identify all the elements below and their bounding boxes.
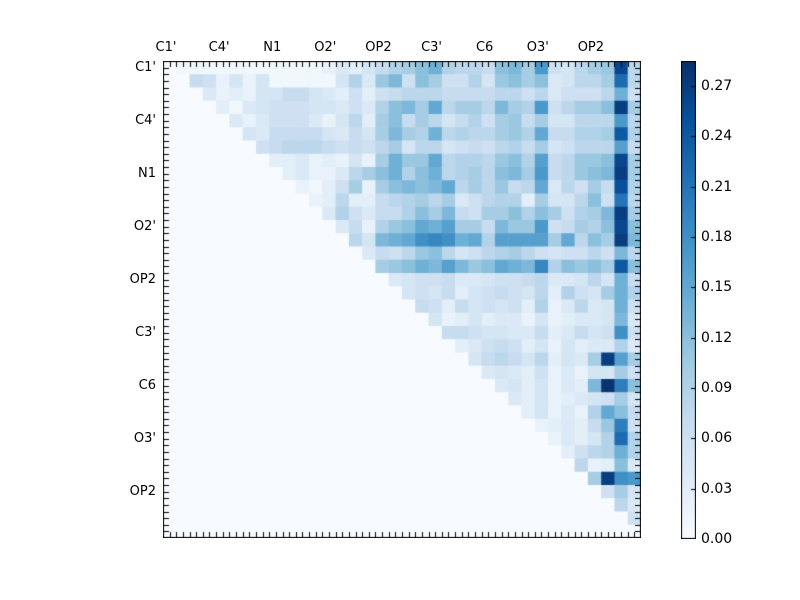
y-tick-label: C6 [138,377,156,393]
colorbar-tick-label: 0.24 [701,128,733,145]
heatmap-canvas [163,61,641,538]
colorbar-tick-label: 0.06 [701,430,733,447]
colorbar-canvas [681,61,696,539]
x-tick-label: OP2 [577,40,605,55]
x-tick-label: C3' [421,40,443,55]
y-tick-label: C1' [135,59,156,75]
colorbar-tick-label: 0.18 [701,229,733,246]
colorbar-tick-label: 0.21 [701,178,733,195]
x-tick-label: O2' [314,40,337,55]
y-tick-label: O2' [133,218,156,234]
x-tick-label: N1 [263,40,282,55]
y-tick-label: OP2 [129,483,156,499]
y-tick-label: C3' [135,324,156,340]
colorbar-tick-label: 0.27 [701,78,733,95]
colorbar-tick-label: 0.15 [701,279,733,296]
colorbar-tick-label: 0.00 [701,531,733,547]
colorbar-tick-label: 0.03 [701,480,733,497]
y-tick-label: OP2 [129,271,156,287]
x-tick-label: C6 [475,40,494,55]
y-tick-label: O3' [133,430,156,446]
colorbar-tick-label: 0.12 [701,329,733,346]
y-tick-label: N1 [138,165,156,181]
x-tick-label: OP2 [365,40,392,55]
colorbar-tick-label: 0.09 [701,380,733,397]
y-tick-label: C4' [135,112,156,128]
x-tick-label: C4' [208,40,230,55]
x-tick-label: C1' [155,40,177,55]
x-tick-label: O3' [526,40,549,55]
